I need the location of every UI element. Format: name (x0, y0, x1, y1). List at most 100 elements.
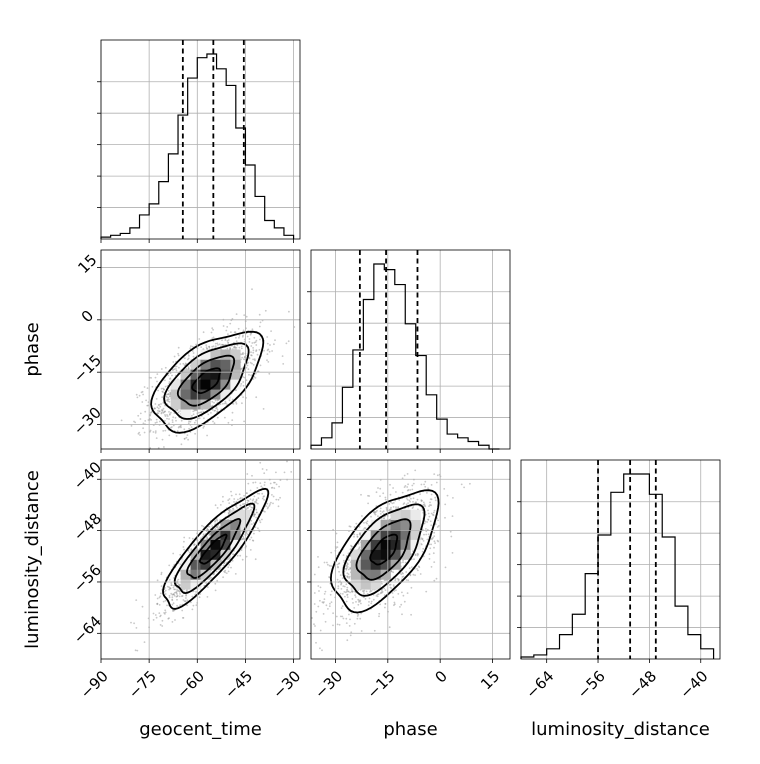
scatter-point (353, 533, 356, 536)
scatter-point (191, 608, 194, 611)
scatter-point (242, 352, 244, 354)
scatter-point (242, 329, 245, 332)
scatter-point (251, 499, 254, 502)
scatter-point (431, 538, 433, 541)
scatter-point (256, 511, 258, 514)
density-cell (230, 519, 241, 530)
scatter-point (165, 399, 167, 402)
scatter-point (149, 414, 152, 417)
scatter-point (356, 535, 359, 538)
scatter-point (236, 506, 238, 509)
scatter-point (230, 566, 232, 569)
scatter-point (351, 598, 354, 600)
scatter-point (190, 548, 193, 550)
scatter-point (394, 579, 397, 582)
scatter-point (225, 572, 228, 574)
scatter-point (451, 515, 454, 517)
density-cell (410, 519, 421, 530)
scatter-point (164, 385, 167, 388)
scatter-point (175, 369, 178, 372)
scatter-point (152, 431, 155, 433)
scatter-point (160, 368, 163, 370)
scatter-point (170, 411, 172, 414)
scatter-point (249, 549, 252, 551)
scatter-point (176, 430, 179, 432)
scatter-point (156, 579, 159, 582)
scatter-point (318, 590, 320, 592)
scatter-point (199, 593, 202, 595)
scatter-point (168, 579, 171, 581)
scatter-point (374, 513, 377, 516)
scatter-point (210, 577, 213, 579)
density-cell (230, 539, 241, 550)
scatter-point (365, 521, 367, 524)
scatter-point (248, 338, 251, 340)
scatter-point (250, 536, 253, 539)
scatter-point (246, 473, 249, 475)
scatter-point (313, 573, 316, 576)
scatter-point (144, 420, 147, 422)
scatter-point (232, 508, 235, 510)
tick-label-x-phase: 15 (477, 667, 503, 693)
tick-label-x-luminosity_distance: −48 (625, 667, 660, 702)
scatter-point (379, 510, 382, 513)
scatter-point (345, 583, 348, 586)
scatter-point (139, 418, 142, 420)
scatter-point (96, 428, 98, 430)
scatter-point (378, 612, 381, 615)
scatter-point (176, 588, 179, 591)
scatter-point (317, 556, 319, 558)
scatter-point (161, 396, 164, 399)
scatter-point (172, 424, 175, 427)
scatter-point (372, 598, 375, 601)
scatter-point (270, 330, 272, 332)
scatter-point (216, 507, 219, 509)
scatter-point (264, 309, 267, 312)
scatter-point (420, 537, 423, 540)
scatter-point (240, 383, 243, 385)
scatter-point (258, 492, 261, 495)
scatter-point (246, 502, 249, 504)
density-cell (410, 509, 421, 520)
scatter-point (313, 623, 315, 626)
scatter-point (203, 585, 206, 587)
scatter-point (216, 416, 219, 419)
scatter-point (149, 430, 151, 433)
scatter-point (384, 498, 387, 501)
scatter-point (429, 547, 432, 550)
density-cell (370, 539, 381, 550)
scatter-point (227, 339, 230, 341)
scatter-point (425, 528, 427, 530)
scatter-point (382, 510, 385, 512)
scatter-point (358, 601, 360, 603)
scatter-point (172, 369, 174, 372)
scatter-point (172, 416, 175, 419)
scatter-point (183, 364, 186, 367)
scatter-point (408, 495, 411, 498)
scatter-point (187, 549, 190, 552)
scatter-point (432, 552, 435, 555)
scatter-point (242, 535, 245, 538)
scatter-point (469, 482, 471, 485)
scatter-point (175, 435, 178, 437)
scatter-point (155, 616, 158, 619)
scatter-point (252, 378, 255, 380)
scatter-point (154, 614, 157, 616)
scatter-point (434, 542, 436, 544)
scatter-point (336, 578, 339, 581)
scatter-point (412, 500, 414, 503)
scatter-point (143, 431, 146, 434)
scatter-point (195, 591, 197, 593)
scatter-point (146, 387, 149, 389)
scatter-point (235, 505, 237, 508)
scatter-point (174, 409, 177, 412)
scatter-point (261, 518, 263, 521)
scatter-point (164, 419, 166, 422)
scatter-point (215, 570, 218, 573)
scatter-point (315, 610, 318, 613)
scatter-point (182, 599, 185, 601)
scatter-point (354, 596, 357, 598)
scatter-point (409, 500, 411, 503)
scatter-point (251, 506, 254, 509)
density-cell (230, 379, 241, 390)
